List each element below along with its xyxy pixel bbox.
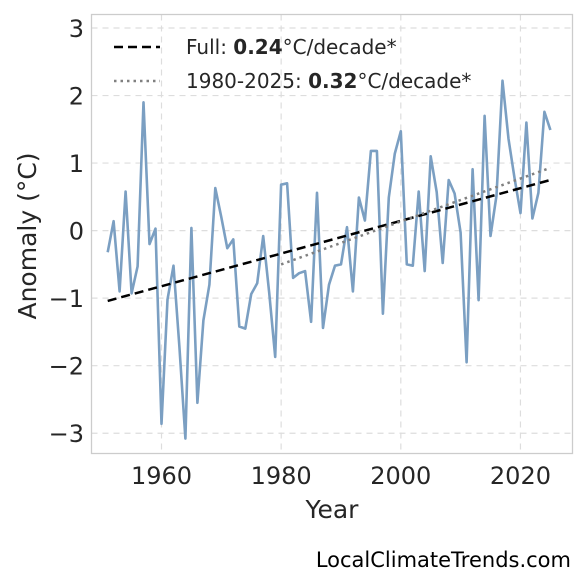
y-tick-label: 3 (69, 15, 84, 43)
watermark: LocalClimateTrends.com (315, 548, 571, 572)
y-tick-label: 0 (69, 218, 84, 246)
tick-labels: 1960 1980 2000 2020 −3 −2 −1 0 1 2 3 (49, 15, 551, 490)
x-tick-label: 1960 (131, 462, 192, 490)
legend: Full: 0.24°C/decade* 1980-2025: 0.32°C/d… (114, 35, 471, 93)
y-tick-label: 1 (69, 150, 84, 178)
x-tick-label: 1980 (251, 462, 312, 490)
x-tick-label: 2020 (490, 462, 551, 490)
y-axis-label: Anomaly (°C) (13, 152, 42, 319)
legend-rate-recent: 0.32 (308, 69, 357, 93)
y-tick-label: 2 (69, 83, 84, 111)
legend-name-full: Full: (186, 35, 233, 59)
legend-label-recent: 1980-2025: 0.32°C/decade* (186, 69, 471, 93)
legend-name-recent: 1980-2025: (186, 69, 308, 93)
x-axis-label: Year (305, 495, 360, 524)
y-tick-label: −2 (49, 353, 84, 381)
legend-unit-full: °C/decade* (283, 35, 397, 59)
legend-rate-full: 0.24 (233, 35, 282, 59)
series-layer (106, 79, 552, 440)
trend-line-recent (280, 166, 551, 266)
x-tick-label: 2000 (370, 462, 431, 490)
y-tick-label: −1 (49, 285, 84, 313)
plot-frame (90, 13, 574, 455)
legend-unit-recent: °C/decade* (357, 69, 471, 93)
anomaly-series-line (106, 79, 552, 440)
y-tick-label: −3 (49, 420, 84, 448)
grid-lines (91, 14, 573, 454)
legend-label-full: Full: 0.24°C/decade* (186, 35, 397, 59)
trend-line-full (107, 178, 551, 303)
